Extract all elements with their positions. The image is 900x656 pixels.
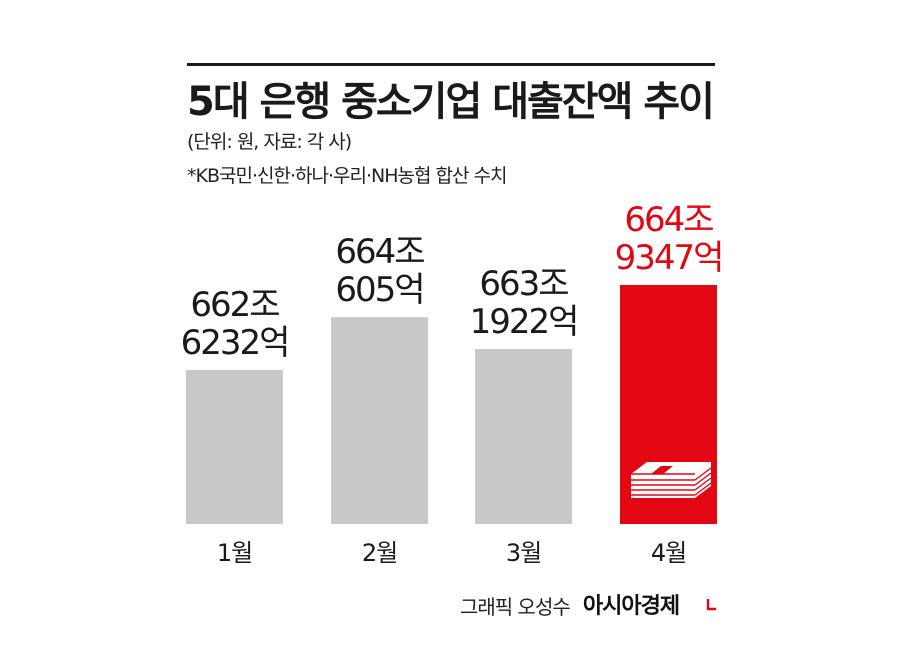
x-tick-label: 1월 (217, 539, 252, 567)
data-label: 664조 (624, 200, 713, 240)
bar-2월 (331, 317, 428, 524)
brand-name: 아시아경제 (582, 594, 680, 619)
data-label: 605억 (335, 270, 423, 310)
x-tick-label: 2월 (362, 539, 397, 567)
top-rule (187, 63, 715, 66)
data-label: 9347억 (615, 238, 723, 278)
chart-title: 5대 은행 중소기업 대출잔액 추이 (187, 79, 715, 125)
data-label: 1922억 (470, 302, 578, 342)
graphic-credit: 그래픽 오성수 (460, 595, 571, 619)
credit: 그래픽 오성수 아시아경제 (460, 594, 680, 619)
data-label: 6232억 (181, 323, 289, 363)
unit-source-note: (단위: 원, 자료: 각 사) (187, 131, 352, 153)
data-label: 662조 (190, 285, 279, 325)
data-label: 663조 (479, 264, 568, 304)
data-label: 664조 (335, 232, 424, 272)
bar-3월 (475, 349, 572, 524)
money-stack-icon (631, 462, 712, 498)
brand-logo-icon (706, 599, 716, 611)
x-tick-label: 3월 (506, 539, 541, 567)
bar-1월 (186, 370, 283, 524)
x-tick-label: 4월 (651, 539, 686, 567)
aggregate-note: *KB국민·신한·하나·우리·NH농협 합산 수치 (187, 165, 507, 187)
